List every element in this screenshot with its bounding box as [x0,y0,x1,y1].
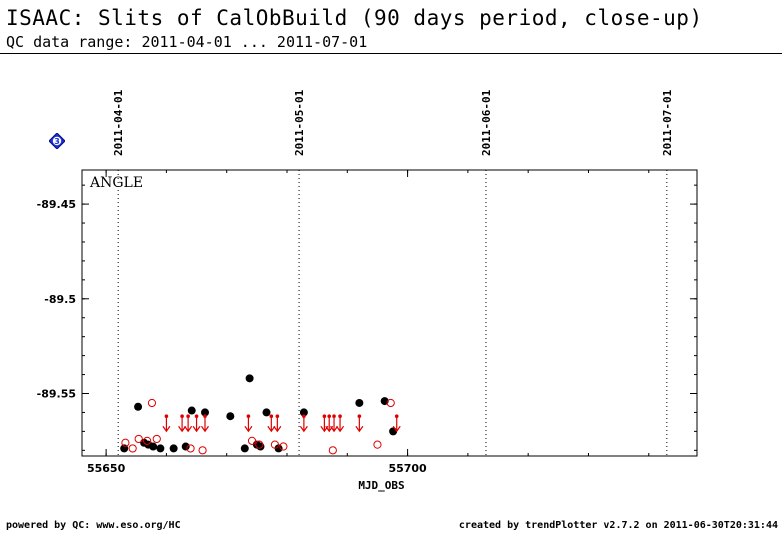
x-tick-label: 55700 [388,462,427,475]
data-point-filled [355,398,364,407]
limit-arrow-marker [299,414,308,433]
data-point-open [134,434,143,444]
x-tick-label: 55650 [87,462,126,475]
chart-title: ISAAC: Slits of CalObBuild (90 days peri… [6,6,703,30]
limit-arrow-marker [192,414,201,433]
data-point-open [128,444,137,453]
limit-arrow-marker [178,414,187,433]
data-point-filled [181,442,190,451]
data-point-open [143,436,152,445]
data-point-filled [134,402,143,411]
data-point-filled [169,444,178,453]
data-point-filled [256,442,265,451]
date-marker-label: 2011-06-01 [480,89,493,156]
data-point-open [255,440,264,449]
data-point-open [247,436,257,445]
y-tick-label: -89.55 [37,387,76,400]
page-number-badge-icon: 3 [49,133,65,149]
panel-label: ANGLE [89,175,143,191]
limit-arrow-marker [336,414,345,433]
data-point-filled [262,408,271,417]
y-tick-label: -89.5 [44,293,76,306]
data-point-open [186,444,195,453]
data-point-filled [187,406,196,415]
x-axis-label: MJD_OBS [358,479,404,492]
data-point-filled [226,412,235,421]
data-point-open [373,440,382,449]
data-point-filled [156,444,165,453]
footer-created-by: created by trendPlotter v2.7.2 on 2011-0… [458,520,778,531]
plot-frame [81,169,698,457]
data-point-open [386,398,395,408]
data-point-open [279,442,288,451]
limit-arrow-marker [201,414,209,433]
date-marker-label: 2011-05-01 [293,89,306,156]
limit-arrow-marker [162,414,171,433]
data-point-filled [274,444,283,453]
date-marker-label: 2011-07-01 [661,89,674,156]
date-marker-label: 2011-04-01 [112,89,125,156]
data-point-filled [240,444,249,453]
data-point-open [152,434,161,444]
limit-arrow-marker [273,414,282,433]
data-point-open [270,440,280,449]
data-point-filled [389,427,398,436]
data-point-open [147,398,157,408]
limit-arrow-marker [355,414,364,433]
chart-subtitle: QC data range: 2011-04-01 ... 2011-07-01 [6,33,368,51]
limit-arrow-marker [330,414,339,433]
badge-label: 3 [54,137,60,146]
data-point-filled [245,374,254,383]
data-point-open [328,446,337,455]
footer-powered-by: powered by QC: www.eso.org/HC [6,520,181,531]
data-point-open [121,438,130,447]
limit-arrow-marker [267,414,276,433]
data-point-filled [201,408,209,417]
limit-arrow-marker [244,414,253,433]
limit-arrow-marker [184,414,193,433]
data-point-filled [299,408,308,417]
data-point-open [198,446,207,455]
limit-arrow-marker [392,414,401,433]
header-divider [0,53,782,54]
y-tick-label: -89.45 [37,198,76,211]
data-point-filled [149,442,158,451]
